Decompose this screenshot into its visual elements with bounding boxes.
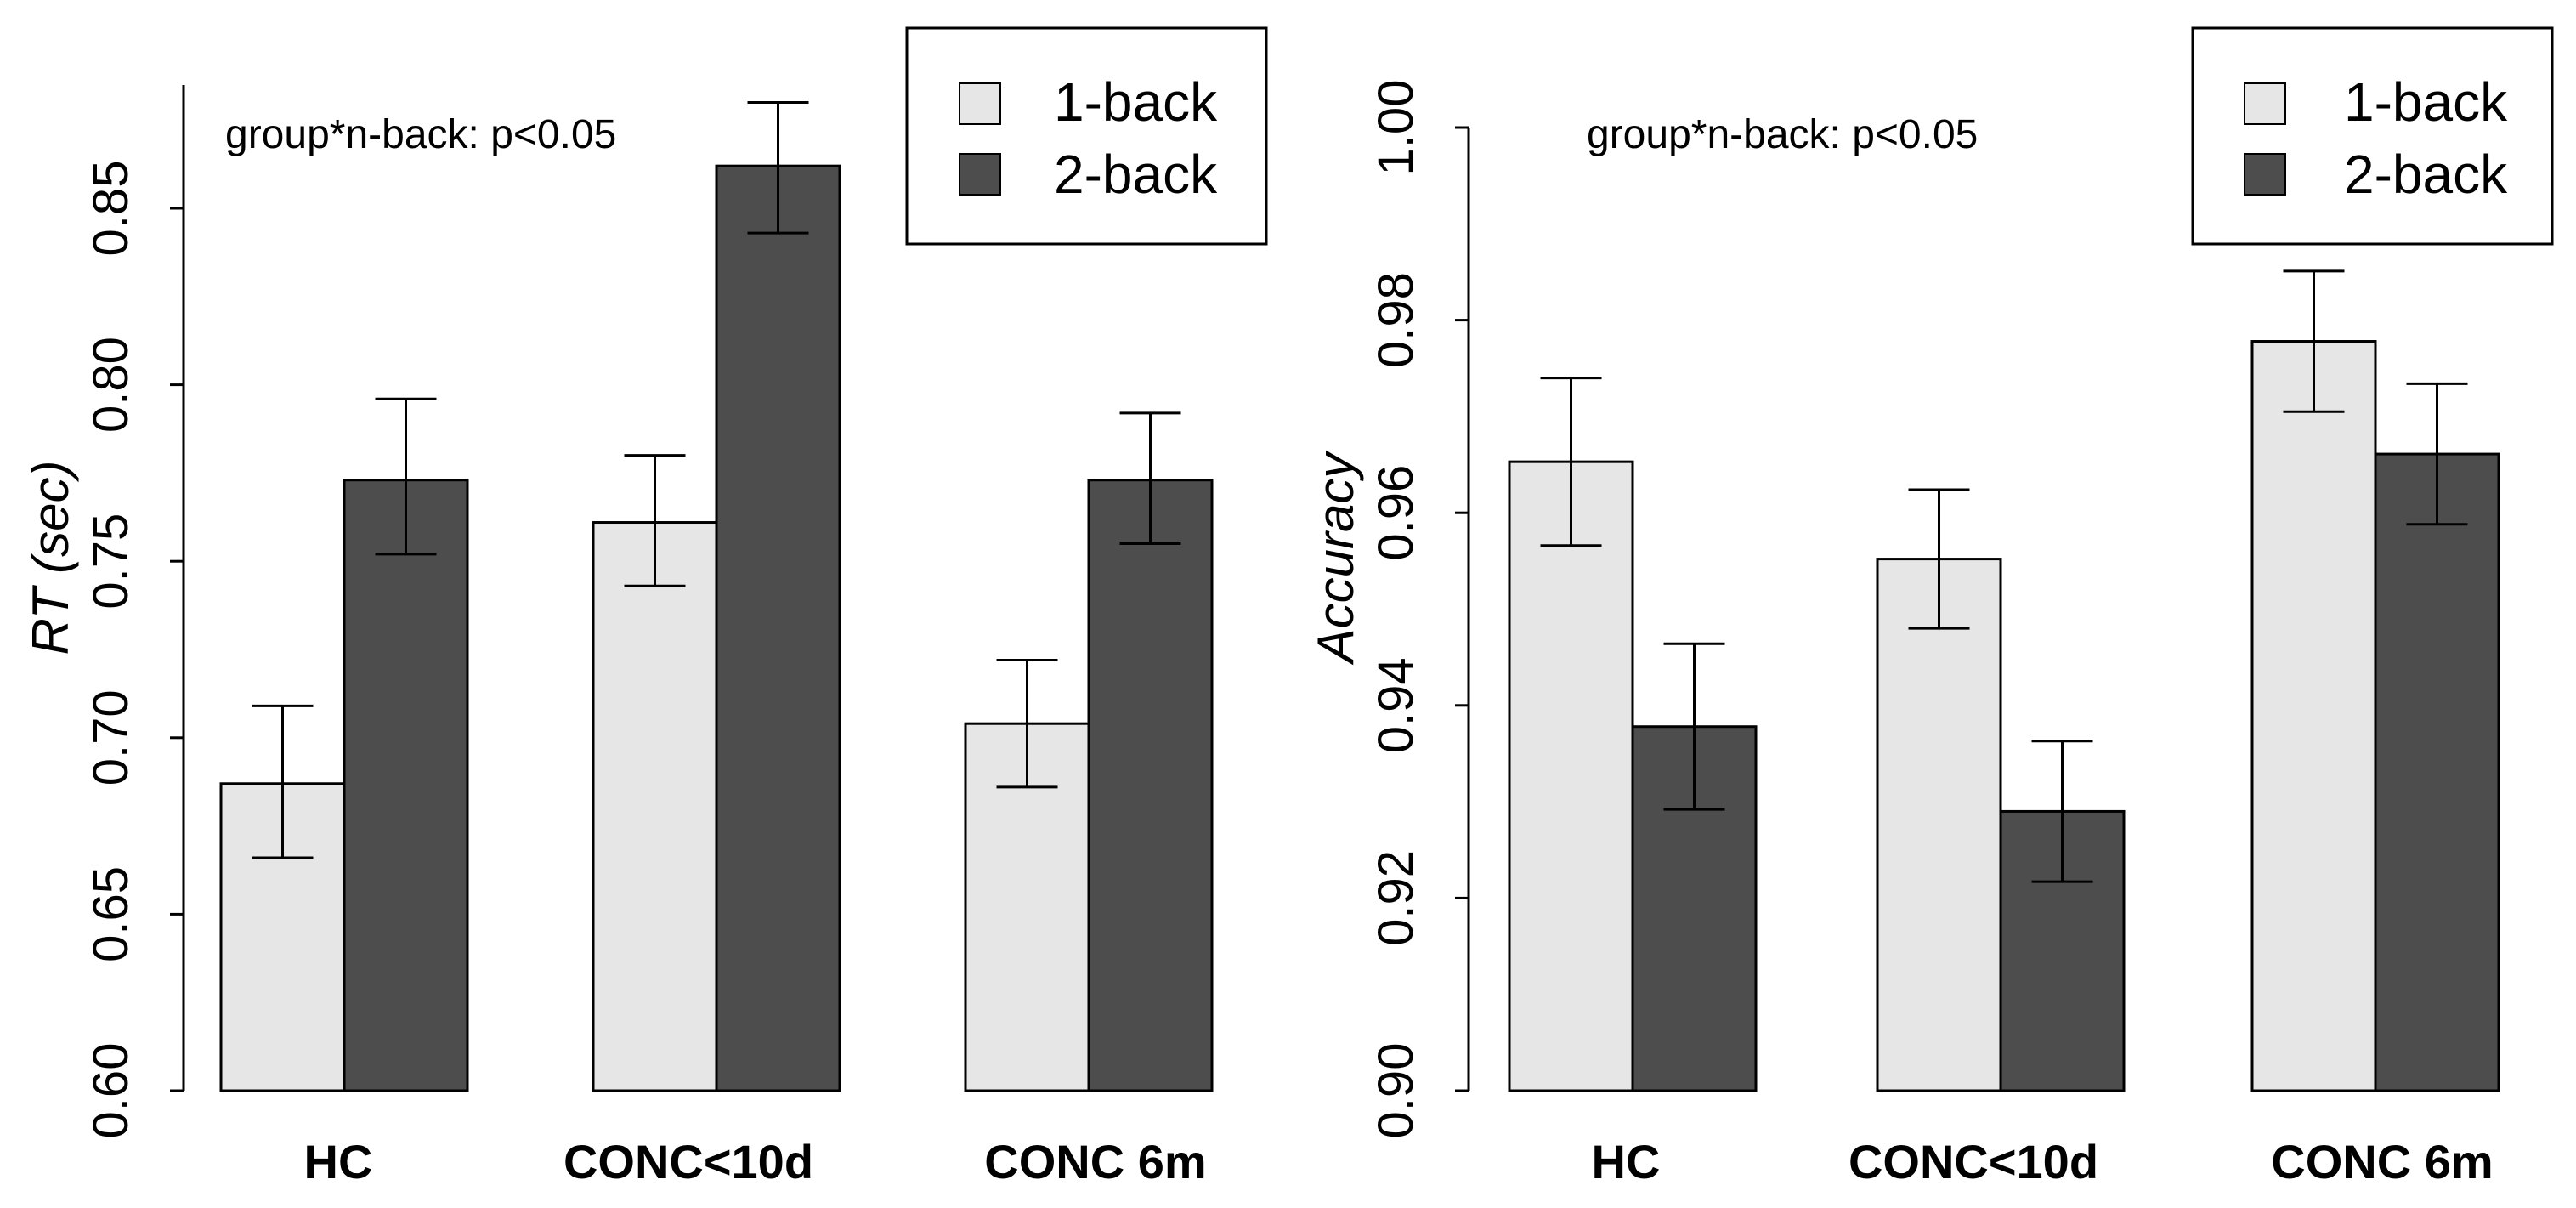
rt-panel: 0.60 0.65 0.70 0.75 0.80 0.85 RT (sec) group*… <box>22 26 1268 1188</box>
acc-y-axis: 0.90 0.92 0.94 0.96 0.98 1.00 <box>1368 80 1470 1139</box>
rt-legend-swatch-2back <box>959 153 1001 196</box>
rt-x-label-conc6m: CONC 6m <box>984 1135 1206 1188</box>
acc-panel: 0.90 0.92 0.94 0.96 0.98 1.00 Accuracy group*… <box>1307 26 2554 1188</box>
acc-annotation: group*n-back: p<0.05 <box>1587 112 1978 157</box>
rt-legend-label-1back: 1-back <box>1054 71 1218 133</box>
acc-y-tick-label: 1.00 <box>1368 80 1424 176</box>
rt-y-tick-label: 0.65 <box>83 866 139 962</box>
rt-bar-2back-0[interactable] <box>343 479 469 1092</box>
rt-legend-box <box>905 26 1268 246</box>
rt-x-label-hc: HC <box>304 1135 373 1188</box>
acc-error-bar-2back-0 <box>1663 642 1725 811</box>
rt-legend-label-2back: 2-back <box>1054 144 1218 205</box>
rt-y-tick-label: 0.85 <box>83 161 139 257</box>
rt-x-label-conc10d: CONC<10d <box>563 1135 813 1188</box>
rt-error-bar-1back-1 <box>624 454 686 587</box>
acc-y-tick-label: 0.96 <box>1368 465 1424 561</box>
acc-legend-label-1back: 1-back <box>2344 71 2508 133</box>
acc-x-labels: HC CONC<10d CONC 6m <box>1592 1135 2494 1188</box>
acc-y-tick-label: 0.90 <box>1368 1043 1424 1139</box>
rt-x-labels: HC CONC<10d CONC 6m <box>304 1135 1207 1188</box>
acc-bar-1back-2[interactable] <box>2250 340 2377 1092</box>
acc-error-bar-1back-2 <box>2283 269 2345 413</box>
acc-error-bar-2back-2 <box>2406 382 2468 526</box>
acc-x-label-hc: HC <box>1592 1135 1661 1188</box>
rt-bar-2back-1[interactable] <box>715 164 841 1092</box>
rt-annotation: group*n-back: p<0.05 <box>225 112 616 157</box>
acc-legend[interactable]: 1-back 2-back <box>2191 26 2554 246</box>
acc-x-label-conc6m: CONC 6m <box>2271 1135 2493 1188</box>
rt-error-bar-1back-2 <box>996 658 1058 789</box>
acc-error-bar-2back-1 <box>2031 740 2093 883</box>
rt-bar-1back-1[interactable] <box>592 521 718 1092</box>
acc-bar-1back-0[interactable] <box>1508 460 1634 1092</box>
rt-error-bar-1back-0 <box>252 704 314 859</box>
acc-legend-label-2back: 2-back <box>2344 144 2508 205</box>
rt-y-axis: 0.60 0.65 0.70 0.75 0.80 0.85 <box>83 85 185 1139</box>
rt-y-axis-label: RT (sec) <box>22 461 79 655</box>
acc-y-tick-label: 0.92 <box>1368 850 1424 946</box>
acc-error-bar-1back-0 <box>1540 377 1602 547</box>
acc-y-tick-label: 0.94 <box>1368 657 1424 753</box>
acc-y-axis-label: Accuracy <box>1307 450 1364 666</box>
acc-legend-swatch-2back <box>2244 153 2286 196</box>
acc-bar-1back-1[interactable] <box>1876 558 2002 1092</box>
acc-error-bar-1back-1 <box>1908 488 1970 630</box>
rt-bar-2back-2[interactable] <box>1087 479 1214 1092</box>
rt-y-tick-label: 0.80 <box>83 337 139 433</box>
acc-legend-swatch-1back <box>2244 82 2286 125</box>
rt-error-bar-2back-0 <box>375 397 437 556</box>
rt-error-bar-2back-1 <box>747 100 809 235</box>
rt-y-tick-label: 0.60 <box>83 1043 139 1139</box>
acc-legend-box <box>2191 26 2554 246</box>
rt-y-tick-label: 0.75 <box>83 513 139 610</box>
rt-error-bar-2back-2 <box>1119 411 1181 545</box>
acc-bar-2back-2[interactable] <box>2374 452 2500 1092</box>
rt-legend[interactable]: 1-back 2-back <box>905 26 1268 246</box>
acc-y-tick-label: 0.98 <box>1368 272 1424 368</box>
rt-legend-swatch-1back <box>959 82 1001 125</box>
rt-y-tick-label: 0.70 <box>83 689 139 785</box>
acc-x-label-conc10d: CONC<10d <box>1848 1135 2098 1188</box>
